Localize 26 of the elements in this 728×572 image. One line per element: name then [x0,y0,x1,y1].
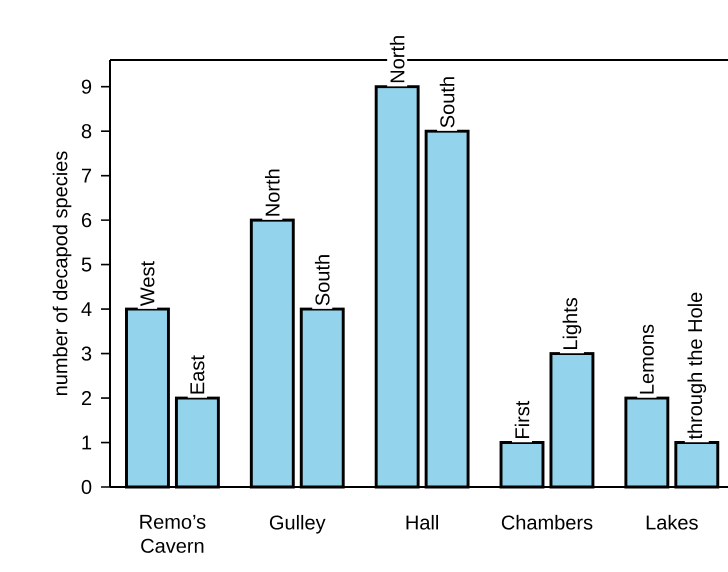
data-label: West [140,261,154,306]
x-tick-label: Remo’s Cavern [140,514,206,553]
y-tick-label: 5 [82,258,92,272]
y-tick-label: 3 [82,346,92,361]
data-label: Lights [562,298,582,349]
y-tick-label: 2 [82,391,92,406]
y-tick-label: 8 [82,124,92,138]
data-label: South [440,77,454,128]
y-tick-label: 1 [82,436,92,450]
y-tick-label: 7 [82,168,92,183]
data-label: North [264,170,280,216]
data-label: Lemons [640,324,654,394]
x-tick-label: Chambers [502,514,592,530]
y-axis-title: number of decapod species [52,151,72,396]
data-label: North [390,36,404,82]
data-label: East [190,355,204,394]
y-tick-label: 4 [81,302,92,316]
data-label: South [314,255,330,306]
y-tick-label: 6 [82,213,92,228]
x-tick-label: Hall [406,514,438,530]
y-tick-label: 0 [82,480,92,494]
x-tick-label: Lakes [646,514,698,530]
y-tick-label: 9 [82,80,92,94]
data-label: through the Hole [687,292,706,440]
data-label: First [514,400,530,438]
x-tick-label: Gulley [270,514,326,534]
